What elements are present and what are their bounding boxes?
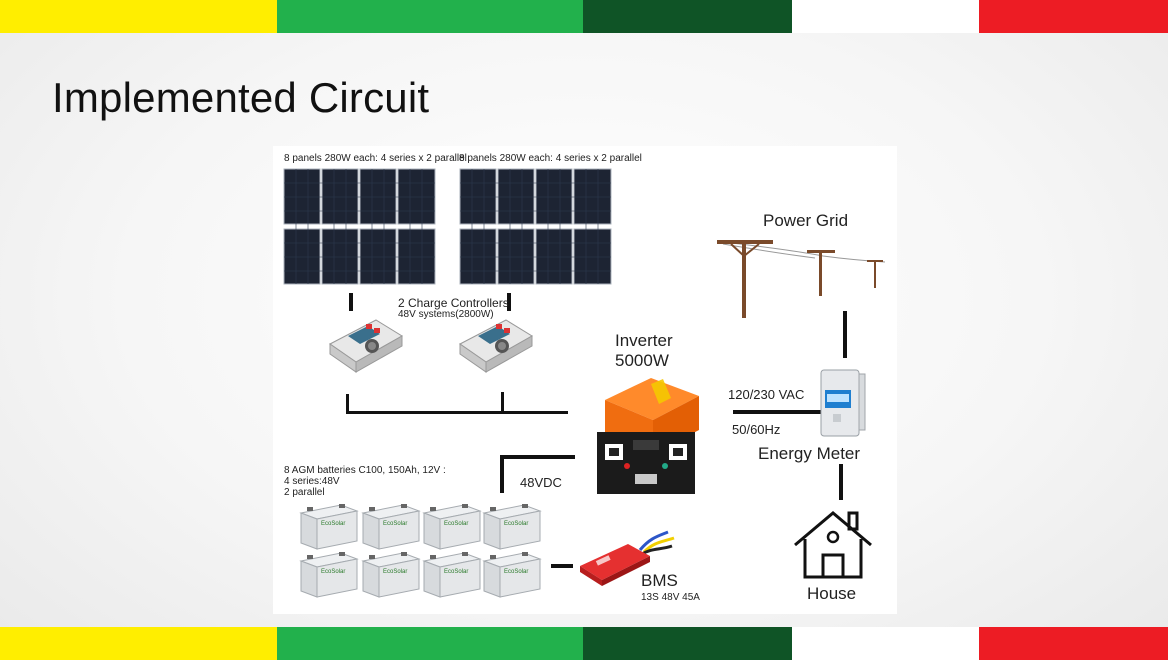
wire-grid-meter: [843, 311, 847, 358]
solar-array-left-label: 8 panels 280W each: 4 series x 2 paralle…: [284, 153, 467, 164]
solar-panel-icon: [283, 168, 437, 285]
stripe-white: [792, 0, 979, 33]
wire-battery-bms: [551, 564, 573, 568]
charge-controller-icon: [329, 319, 403, 373]
wire-dc-battery-horizontal: [500, 455, 575, 459]
battery-icon: EcoSolar: [422, 552, 482, 598]
house-label: House: [807, 584, 857, 603]
stripe-white: [792, 627, 979, 660]
stripe-red: [979, 0, 1168, 33]
energy-meter-label: Energy Meter: [758, 444, 861, 463]
battery-brand-text: EcoSolar: [504, 521, 528, 527]
battery-icon: EcoSolar: [361, 504, 421, 550]
house-icon: [794, 511, 872, 579]
ac-frequency-label: 50/60Hz: [732, 422, 781, 437]
power-pole-icon: [717, 240, 886, 318]
battery-brand-text: EcoSolar: [383, 521, 407, 527]
solar-panel-icon: [459, 168, 612, 285]
stripe-dark-green: [583, 0, 792, 33]
charge-controller-icon: [459, 319, 533, 373]
battery-brand-text: EcoSolar: [444, 569, 468, 575]
wire-controller-left: [346, 394, 349, 414]
slide-title: Implemented Circuit: [52, 74, 430, 121]
battery-brand-text: EcoSolar: [321, 569, 345, 575]
dc-bus-label: 48VDC: [520, 475, 562, 490]
top-color-stripe: [0, 0, 1168, 33]
wire-inverter-meter: [733, 410, 821, 414]
batteries-label-2: 4 series:48V: [284, 476, 340, 487]
wire-meter-house: [839, 464, 843, 500]
wire-panel-left: [349, 293, 353, 311]
inverter-icon: [597, 378, 699, 494]
stripe-yellow: [0, 0, 277, 33]
wire-controller-right: [501, 392, 504, 414]
batteries-label-3: 2 parallel: [284, 487, 325, 498]
battery-icon: EcoSolar: [482, 552, 542, 598]
circuit-diagram: 8 panels 280W each: 4 series x 2 paralle…: [273, 146, 897, 614]
wire-panel-right: [507, 293, 511, 311]
wire-dc-bus-top: [346, 411, 568, 414]
stripe-red: [979, 627, 1168, 660]
power-grid-label: Power Grid: [763, 211, 849, 230]
battery-brand-text: EcoSolar: [321, 521, 345, 527]
battery-brand-text: EcoSolar: [504, 569, 528, 575]
stripe-green: [277, 627, 583, 660]
battery-icon: EcoSolar: [299, 504, 359, 550]
battery-icon: EcoSolar: [482, 504, 542, 550]
battery-brand-text: EcoSolar: [383, 569, 407, 575]
batteries-label-1: 8 AGM batteries C100, 150Ah, 12V :: [284, 465, 446, 476]
stripe-dark-green: [583, 627, 792, 660]
inverter-power: 5000W: [615, 351, 669, 370]
solar-array-right-label: 8 panels 280W each: 4 series x 2 paralle…: [459, 153, 642, 164]
bottom-color-stripe: [0, 627, 1168, 660]
inverter-label: Inverter: [615, 331, 673, 350]
stripe-yellow: [0, 627, 277, 660]
energy-meter-icon: [820, 369, 866, 437]
bms-spec: 13S 48V 45A: [641, 592, 700, 603]
stripe-green: [277, 0, 583, 33]
battery-brand-text: EcoSolar: [444, 521, 468, 527]
battery-icon: EcoSolar: [361, 552, 421, 598]
charge-controllers-label: 2 Charge Controllers: [398, 296, 509, 310]
wire-dc-battery-vertical: [500, 455, 504, 493]
bms-icon: [580, 530, 675, 586]
bms-label: BMS: [641, 571, 678, 590]
battery-icon: EcoSolar: [299, 552, 359, 598]
battery-icon: EcoSolar: [422, 504, 482, 550]
charge-controllers-spec: 48V systems(2800W): [398, 309, 494, 320]
ac-voltage-label: 120/230 VAC: [728, 387, 805, 402]
